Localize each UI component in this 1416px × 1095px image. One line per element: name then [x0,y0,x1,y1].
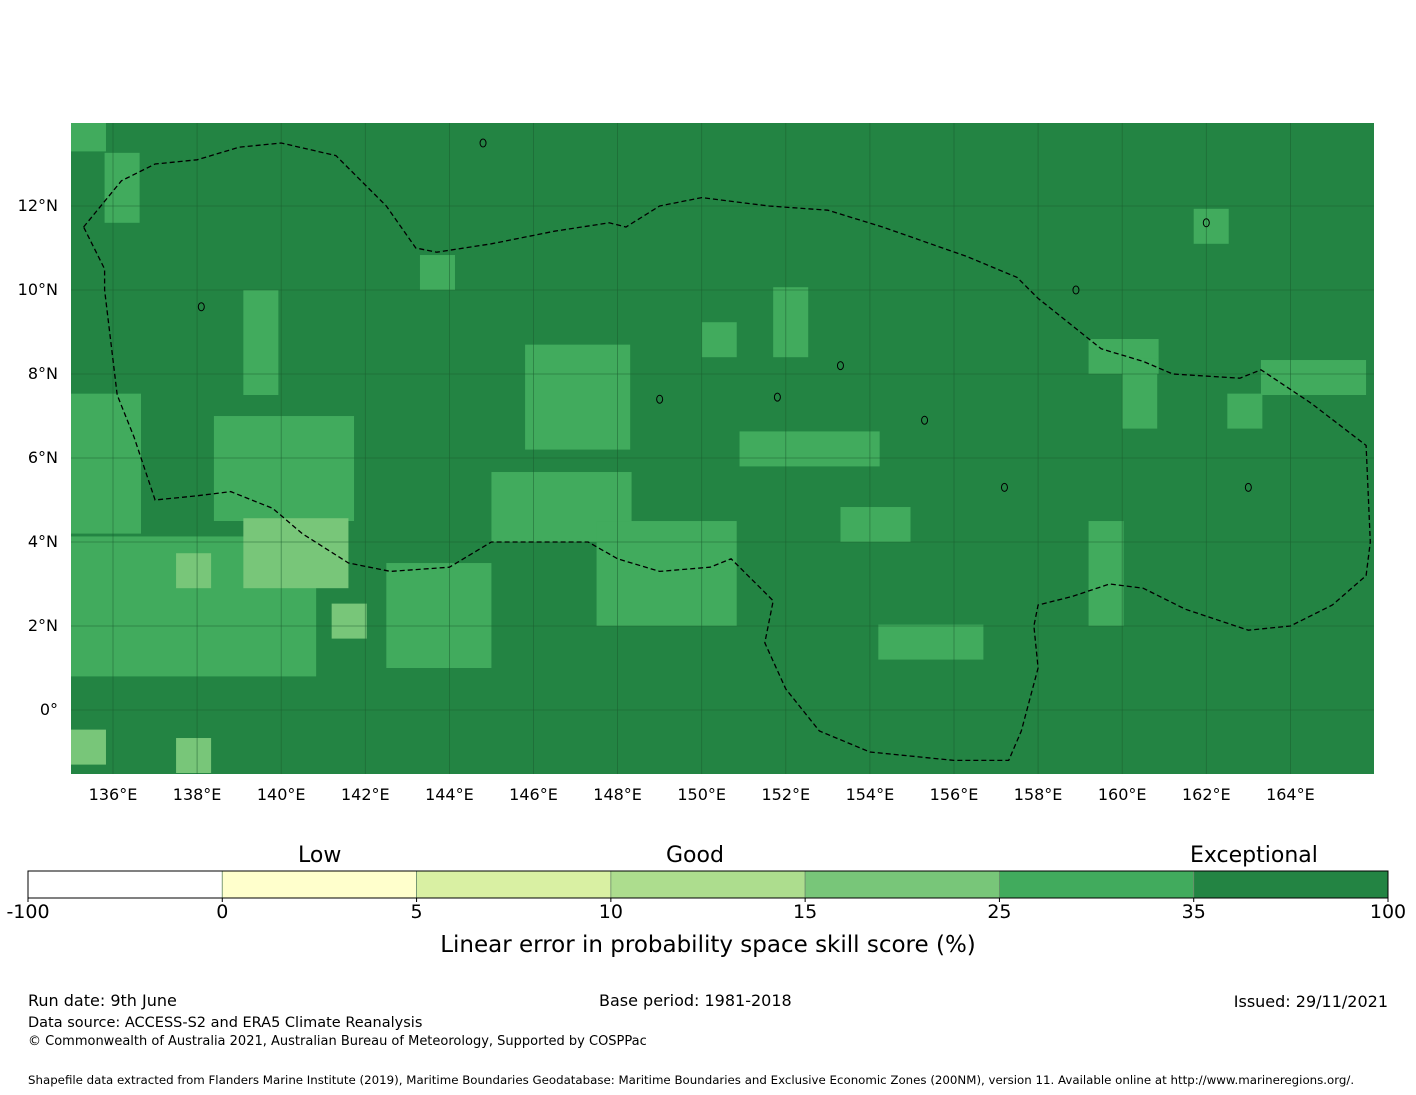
island-outline [1244,482,1252,492]
grid-cell-patch [243,518,349,589]
grid-cell-patch [331,603,367,639]
island-outline [921,415,929,425]
longitude-tick-label: 142°E [340,785,390,804]
latitude-tick-label: 10°N [17,280,58,299]
latitude-tick-label: 0° [39,700,58,719]
grid-cell-patch [840,507,911,542]
grid-cell-patch [1122,358,1158,429]
grid-cell-patch [1088,521,1124,626]
colorbar-tick-label: 10 [598,901,623,923]
eez-boundary [83,142,1371,762]
grid-cell-patch [176,553,212,589]
colorbar-segment [27,870,223,899]
grid-cell-patch [525,344,631,450]
colorbar-frame [27,870,1389,899]
colorbar-tick-label: 15 [793,901,818,923]
colorbar-tick-label: -100 [6,901,50,923]
longitude-tick-label: 158°E [1013,785,1063,804]
grid-cell-patch [701,322,737,358]
grid-cell-patch [739,431,880,467]
colorbar-tick-label: 0 [216,901,229,923]
grid-cell-patch [213,416,355,521]
latitude-tick-label: 12°N [17,196,58,215]
island-outline [1072,285,1080,295]
longitude-tick-label: 156°E [929,785,979,804]
colorbar-title: Linear error in probability space skill … [440,932,976,958]
island-outlines [197,138,1252,492]
run-date: Run date: 9th June [28,991,177,1010]
grid-cell-patch [243,290,279,395]
latitude-tick-label: 6°N [27,448,58,467]
grid-cell-patch [1227,393,1263,429]
grid-cell-patch [773,287,809,358]
grid-cell-patch [71,393,142,534]
copyright: © Commonwealth of Australia 2021, Austra… [28,1034,647,1049]
colorbar [27,870,1389,902]
skill-grid-cells [71,123,1367,773]
grid-cell-patch [1193,208,1229,244]
colorbar-segment [999,870,1195,899]
island-outline [197,302,205,312]
longitude-tick-label: 148°E [593,785,642,804]
colorbar-segment [804,870,1000,899]
band-label-good: Good [666,843,724,868]
grid-cell-patch [878,624,984,660]
shapefile-credit: Shapefile data extracted from Flanders M… [28,1073,1355,1087]
longitude-tick-label: 150°E [677,785,727,804]
island-outline [1000,482,1008,492]
grid-cell-patch [104,152,140,223]
longitude-tick-label: 162°E [1181,785,1231,804]
issued-date: Issued: 29/11/2021 [1233,992,1388,1011]
band-label-exceptional: Exceptional [1190,843,1318,868]
colorbar-segment [1193,870,1389,899]
colorbar-segment [610,870,806,899]
longitude-tick-label: 144°E [425,785,474,804]
colorbar-tick-label: 5 [410,901,423,923]
colorbar-segment [416,870,612,899]
grid-cell-patch [386,563,492,668]
graticule [71,123,1374,774]
grid-cell-patch [71,729,106,765]
colorbar-segment [221,870,417,899]
grid-cell-patch [596,521,737,626]
longitude-tick-label: 136°E [88,785,138,804]
island-outline [656,394,664,404]
longitude-tick-label: 140°E [256,785,306,804]
latitude-tick-label: 2°N [27,616,58,635]
longitude-tick-label: 152°E [761,785,811,804]
grid-cell-patch [1260,360,1367,395]
band-label-low: Low [298,843,342,868]
island-outline [479,138,487,148]
latitude-tick-label: 8°N [27,364,58,383]
colorbar-tick-label: 25 [987,901,1012,923]
longitude-tick-label: 154°E [845,785,895,804]
longitude-tick-label: 138°E [172,785,222,804]
island-outline [836,361,844,371]
island-outline [773,392,781,402]
colorbar-tick-label: 100 [1369,901,1407,923]
data-source: Data source: ACCESS-S2 and ERA5 Climate … [28,1015,423,1031]
grid-cell-patch [176,738,212,773]
longitude-tick-label: 160°E [1097,785,1147,804]
island-outline [1202,218,1210,228]
colorbar-tick-label: 35 [1181,901,1206,923]
longitude-tick-label: 164°E [1266,785,1315,804]
longitude-tick-label: 146°E [509,785,558,804]
grid-cell-patch [71,123,106,152]
latitude-tick-label: 4°N [27,532,58,551]
base-period: Base period: 1981-2018 [599,991,792,1010]
